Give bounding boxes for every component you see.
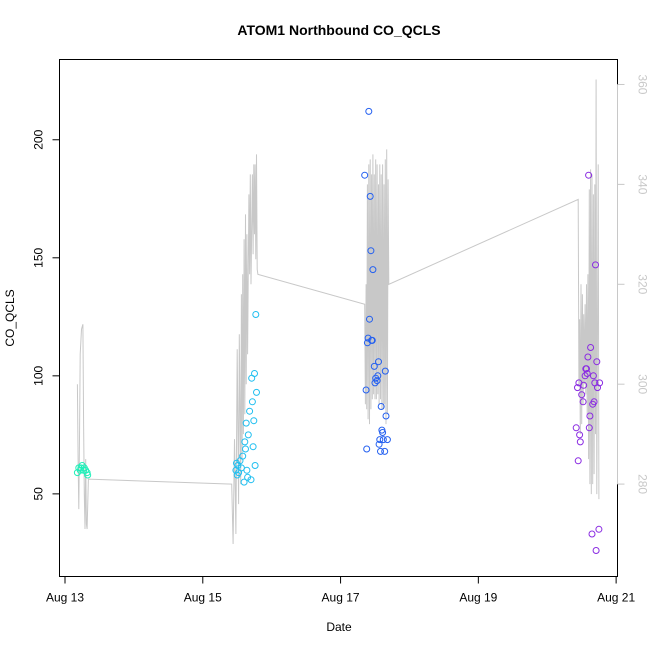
data-point-series-4	[586, 412, 594, 420]
data-point-series-2	[244, 431, 252, 439]
y2-tick-label: 280	[636, 474, 650, 494]
data-point-series-3	[366, 315, 373, 323]
data-point-series-4	[584, 353, 592, 361]
x-tick-label: Aug 15	[184, 591, 222, 605]
data-point-series-2	[241, 438, 249, 446]
y2-tick-label: 300	[636, 374, 650, 394]
y-tick-label: 150	[32, 247, 46, 267]
data-point-series-3	[377, 403, 385, 410]
data-point-series-4	[574, 457, 582, 465]
secondary-trace-line	[76, 79, 600, 545]
data-point-series-4	[596, 379, 604, 387]
data-point-series-2	[243, 466, 251, 474]
data-point-series-2	[248, 398, 256, 406]
data-point-series-3	[363, 445, 371, 453]
data-point-series-3	[375, 358, 382, 366]
x-axis: Aug 13 Aug 15 Aug 17 Aug 19 Aug 21	[46, 576, 635, 605]
data-point-series-4	[583, 370, 591, 377]
data-point-series-3	[366, 192, 374, 200]
data-point-series-2	[253, 388, 260, 396]
y2-tick-label: 340	[636, 174, 650, 194]
y2-tick-label: 320	[636, 274, 650, 294]
data-point-series-2	[242, 419, 250, 427]
data-point-series-3	[381, 447, 389, 455]
data-point-series-4	[576, 431, 584, 439]
y-tick-label: 200	[32, 129, 46, 149]
data-point-series-4	[590, 398, 598, 406]
data-point-series-4	[583, 365, 590, 373]
data-point-series-4	[588, 530, 596, 538]
data-point-series-3	[370, 362, 378, 370]
x-axis-label: Date	[326, 620, 352, 634]
data-point-series-3	[379, 436, 387, 444]
data-point-series-3	[382, 412, 390, 420]
data-point-series-2	[250, 417, 258, 425]
y-tick-label: 50	[32, 487, 46, 501]
plot-frame	[59, 59, 618, 577]
data-point-series-3	[365, 107, 373, 115]
chart-title: ATOM1 Northbound CO_QCLS	[237, 22, 440, 38]
data-point-series-3	[369, 266, 377, 274]
data-points	[73, 107, 604, 554]
y-axis-right: 280 300 320 340 360	[617, 74, 650, 494]
data-point-series-4	[589, 372, 597, 380]
data-point-series-2	[239, 452, 247, 460]
data-point-series-2	[246, 407, 254, 415]
data-point-series-3	[377, 447, 384, 455]
data-point-series-3	[368, 336, 376, 344]
x-tick-label: Aug 17	[322, 591, 360, 605]
data-point-series-3	[362, 386, 370, 394]
data-point-series-4	[587, 344, 595, 351]
data-point-series-2	[240, 478, 248, 486]
data-point-series-3	[373, 377, 381, 385]
data-point-series-2	[242, 445, 249, 453]
x-tick-label: Aug 19	[459, 591, 497, 605]
data-point-series-4	[579, 398, 587, 406]
data-point-series-4	[578, 391, 586, 399]
data-point-series-2	[247, 476, 255, 484]
data-point-series-4	[585, 171, 593, 179]
secondary-series	[76, 79, 600, 545]
x-tick-label: Aug 21	[597, 591, 635, 605]
data-point-series-3	[361, 171, 369, 179]
data-point-series-3	[374, 372, 382, 380]
data-point-series-4	[592, 547, 600, 554]
data-point-series-4	[580, 381, 588, 389]
data-point-series-3	[375, 440, 383, 448]
data-point-series-3	[367, 247, 375, 255]
data-point-series-3	[381, 367, 389, 375]
data-point-series-4	[574, 384, 581, 392]
data-point-series-4	[585, 424, 593, 432]
y-axis-left: 50 100 150 200	[32, 129, 60, 501]
data-point-series-4	[592, 261, 599, 269]
data-point-series-4	[595, 525, 603, 533]
data-point-series-3	[364, 334, 372, 342]
y-axis-label: CO_QCLS	[3, 289, 17, 346]
data-point-series-4	[572, 424, 580, 432]
data-point-series-2	[251, 462, 259, 469]
data-point-series-4	[593, 358, 601, 366]
data-point-series-2	[252, 311, 260, 318]
y-tick-label: 100	[32, 366, 46, 386]
data-point-series-4	[581, 372, 589, 380]
y2-tick-label: 360	[636, 74, 650, 94]
data-point-series-2	[249, 443, 257, 451]
data-point-series-1	[84, 471, 92, 479]
x-tick-label: Aug 13	[46, 591, 84, 605]
data-point-series-3	[383, 436, 391, 444]
data-point-series-3	[371, 379, 379, 387]
data-point-series-4	[576, 438, 584, 446]
data-point-series-2	[251, 370, 258, 377]
data-point-series-3	[379, 429, 387, 436]
data-point-series-3	[376, 436, 384, 444]
